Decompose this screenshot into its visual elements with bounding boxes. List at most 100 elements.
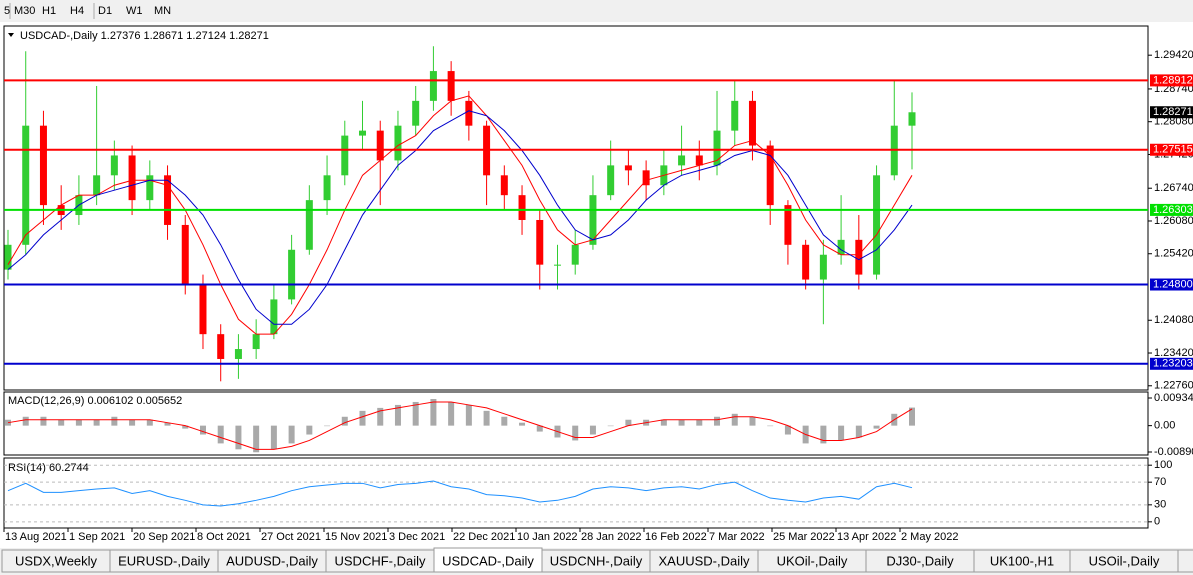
rsi-title: RSI(14) 60.2744 <box>8 462 89 474</box>
macd-bar <box>58 419 65 426</box>
x-tick-label: 10 Jan 2022 <box>517 531 578 543</box>
tab[interactable]: UKOil-,Daily <box>757 549 867 573</box>
y-tick-label: 70 <box>1154 476 1166 488</box>
macd-bar <box>767 425 774 427</box>
tab-label: XAUUSD-,Daily <box>658 553 750 568</box>
x-tick-label: 16 Feb 2022 <box>645 531 707 543</box>
level-label-box <box>1150 74 1193 87</box>
macd-bar <box>40 416 47 426</box>
macd-bar <box>164 422 171 426</box>
candle-body <box>412 100 420 126</box>
level-label-box <box>1150 143 1193 156</box>
candle-body <box>873 175 881 275</box>
candle-body <box>500 175 508 196</box>
tab[interactable]: UK100-,H1 <box>973 549 1071 573</box>
tab[interactable]: DJ30-,Daily <box>865 549 975 573</box>
candle-body <box>695 155 703 166</box>
candle-body <box>837 239 845 255</box>
tab-label: UK100-,H1 <box>990 553 1054 568</box>
y-tick-label: 1.23420 <box>1154 347 1193 359</box>
chart-title: USDCAD-,Daily 1.27376 1.28671 1.27124 1.… <box>20 30 269 42</box>
macd-bar <box>394 404 401 426</box>
level-label-box <box>1150 357 1193 370</box>
moving-average <box>7 110 913 325</box>
tab[interactable]: USOil-,Daily <box>1069 549 1179 573</box>
tab[interactable]: USDCAD-,Daily <box>433 547 543 573</box>
candle-body <box>199 284 207 335</box>
macd-bar <box>270 425 277 450</box>
macd-bar <box>820 425 827 444</box>
macd-bar <box>182 425 189 429</box>
candle-body <box>731 100 739 131</box>
candle-body <box>518 195 526 220</box>
macd-bar <box>784 425 791 435</box>
macd-bar <box>129 419 136 426</box>
timeframe-button[interactable]: H1 <box>42 5 56 17</box>
timeframe-button[interactable]: H4 <box>70 5 84 17</box>
x-tick-label: 7 Mar 2022 <box>709 531 765 543</box>
tab[interactable]: HK50- <box>1177 549 1193 573</box>
candle-body <box>341 135 349 176</box>
macd-bar <box>873 425 880 429</box>
candle-body <box>217 334 225 359</box>
macd-bar <box>359 410 366 426</box>
rsi-line <box>7 480 913 507</box>
macd-bar <box>324 425 331 427</box>
candle-body <box>607 165 615 196</box>
candle-body <box>39 125 47 206</box>
x-tick-label: 8 Oct 2021 <box>197 531 251 543</box>
candle-body <box>394 125 402 161</box>
macd-bar <box>306 425 313 435</box>
macd-bar <box>448 401 455 426</box>
x-tick-label: 15 Nov 2021 <box>325 531 387 543</box>
macd-bar <box>75 419 82 426</box>
candle-body <box>323 175 331 201</box>
tab[interactable]: XAUUSD-,Daily <box>649 549 759 573</box>
macd-bar <box>519 422 526 426</box>
macd-title: MACD(12,26,9) 0.006102 0.005652 <box>8 395 182 407</box>
timeframe-button[interactable]: W1 <box>126 5 143 17</box>
candle-body <box>784 205 792 245</box>
tab[interactable]: USDCHF-,Daily <box>325 549 435 573</box>
macd-bar <box>430 399 437 426</box>
x-tick-label: 3 Dec 2021 <box>389 531 445 543</box>
level-label: 1.28912 <box>1153 74 1193 86</box>
macd-bar <box>377 407 384 426</box>
tab-label: USDCNH-,Daily <box>550 553 643 568</box>
x-tick-label: 1 Sep 2021 <box>69 531 125 543</box>
y-tick-label: 1.29420 <box>1154 49 1193 61</box>
macd-panel <box>3 391 1149 456</box>
candle-body <box>22 125 30 245</box>
tab-background <box>433 547 543 573</box>
menu-arrow <box>8 33 14 37</box>
y-tick-label: 1.22760 <box>1154 380 1193 392</box>
timeframe-button[interactable]: MN <box>154 5 171 17</box>
macd-bar <box>501 416 508 426</box>
candle-body <box>305 200 313 250</box>
candle-body <box>429 71 437 101</box>
candle-body <box>678 155 686 166</box>
tab[interactable]: AUDUSD-,Daily <box>217 549 327 573</box>
tab[interactable]: USDX,Weekly <box>1 549 111 573</box>
candle-body <box>234 349 242 359</box>
last-price-box <box>1150 106 1193 119</box>
macd-bar <box>536 425 543 432</box>
y-tick-label: -0.008902 <box>1154 446 1193 458</box>
timeframe-button[interactable]: M30 <box>14 5 35 17</box>
timeframe-button[interactable]: D1 <box>98 5 112 17</box>
tab-label: EURUSD-,Daily <box>118 553 210 568</box>
tab-label: UKOil-,Daily <box>777 553 848 568</box>
x-tick-label: 28 Jan 2022 <box>581 531 642 543</box>
x-tick-label: 22 Dec 2021 <box>453 531 515 543</box>
tab-label: AUDUSD-,Daily <box>226 553 318 568</box>
tab[interactable]: EURUSD-,Daily <box>109 549 219 573</box>
x-tick-label: 13 Apr 2022 <box>837 531 896 543</box>
macd-bar <box>22 416 29 426</box>
macd-bar <box>111 416 118 426</box>
tab[interactable]: USDCNH-,Daily <box>541 549 651 573</box>
timeframe-button[interactable]: 5 <box>4 5 10 17</box>
candle-body <box>642 170 650 186</box>
candle-body <box>465 100 473 126</box>
rsi-panel <box>3 457 1149 529</box>
candle-body <box>855 239 863 275</box>
